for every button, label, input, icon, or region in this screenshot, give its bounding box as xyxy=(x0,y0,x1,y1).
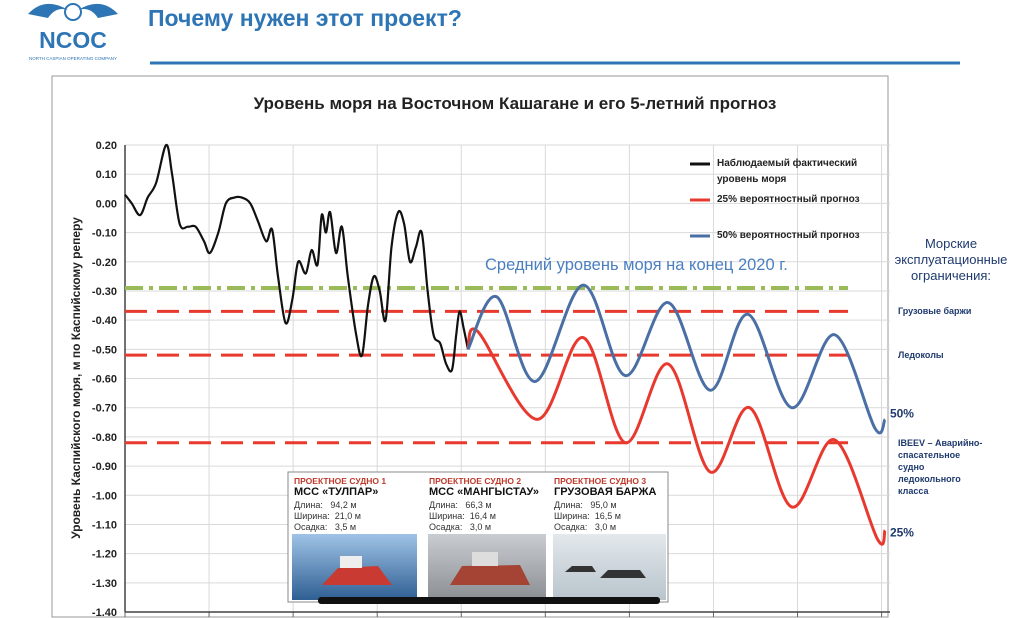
legend-label: Наблюдаемый фактический уровень моря xyxy=(717,158,858,185)
y-tick-label: -0.30 xyxy=(92,286,117,298)
vessel-photo-ship xyxy=(565,566,596,572)
reference-label: Средний уровень моря на конец 2020 г. xyxy=(485,256,788,275)
y-tick-label: 0.00 xyxy=(96,198,117,210)
y-tick-label: -1.00 xyxy=(92,490,117,502)
scroll-bar xyxy=(318,597,660,604)
vessel-spec: Длина: 66,3 м xyxy=(429,500,492,510)
vessel-photo-ship xyxy=(340,556,362,568)
vessel-photo-ship xyxy=(450,565,530,585)
vessel-spec: Длина: 94,2 м xyxy=(294,500,357,510)
vessel-spec: Осадка: 3,5 м xyxy=(294,522,357,532)
y-tick-label: -0.20 xyxy=(92,257,117,269)
side-title: Морские эксплуатационные ограничения: xyxy=(894,236,1008,283)
vessel-heading: ПРОЕКТНОЕ СУДНО 3 xyxy=(554,476,647,486)
y-tick-label: -1.10 xyxy=(92,519,117,531)
vessel-spec: Ширина: 16,5 м xyxy=(554,511,621,521)
y-tick-label: -0.90 xyxy=(92,461,117,473)
reference-label: Ледоколы xyxy=(898,350,944,361)
series-line xyxy=(466,327,887,546)
vessel-name: МСС «МАНГЫСТАУ» xyxy=(429,486,540,498)
y-tick-label: -0.40 xyxy=(92,315,117,327)
logo-subtext: NORTH CASPIAN OPERATING COMPANY xyxy=(29,56,117,61)
y-tick-label: -1.30 xyxy=(92,578,117,590)
slide-title: Почему нужен этот проект? xyxy=(148,5,462,31)
y-tick-label: 0.20 xyxy=(96,140,117,152)
plot: 0.20 0.10 0.00 -0.10 -0.20 -0.30 -0.40 -0.50 -0.… xyxy=(92,140,890,618)
vessel-photo-ship xyxy=(600,570,646,578)
legend-label: 50% вероятностный прогноз xyxy=(717,230,860,241)
vessel-spec: Ширина: 16,4 м xyxy=(429,511,496,521)
y-axis-label: Уровень Каспийского моря, м по Каспийско… xyxy=(69,217,83,539)
vessel-photo-ship xyxy=(322,566,392,585)
logo-icon xyxy=(28,3,118,21)
series-end-label: 25% xyxy=(890,525,914,539)
legend-label: 25% вероятностный прогноз xyxy=(717,194,860,205)
vessel-spec: Осадка: 3,0 м xyxy=(429,522,492,532)
vessel-name: МСС «ТУЛПАР» xyxy=(294,486,379,498)
reference-label: Грузовые баржи xyxy=(898,306,972,317)
series-line xyxy=(124,143,470,373)
vessel-photo xyxy=(553,534,666,600)
y-tick-label: -0.80 xyxy=(92,432,117,444)
vessel-inset xyxy=(287,471,669,603)
y-tick-label: -1.40 xyxy=(92,607,117,618)
reference-label: IBEEV – Аварийно-спасательное судно ледо… xyxy=(898,437,983,496)
vessel-spec: Ширина: 21,0 м xyxy=(294,511,361,521)
y-tick-label: -0.10 xyxy=(92,228,117,240)
vessel-heading: ПРОЕКТНОЕ СУДНО 1 xyxy=(294,476,387,486)
vessel-spec: Осадка: 3,0 м xyxy=(554,522,617,532)
vessel-heading: ПРОЕКТНОЕ СУДНО 2 xyxy=(429,476,522,486)
series-end-label: 50% xyxy=(890,406,914,420)
y-tick-label: -0.50 xyxy=(92,344,117,356)
vessel-photo-ship xyxy=(472,552,498,566)
chart-title: Уровень моря на Восточном Кашагане и его… xyxy=(254,94,777,113)
series-line xyxy=(466,283,887,435)
y-tick-label: -1.20 xyxy=(92,549,117,561)
y-tick-label: -0.70 xyxy=(92,403,117,415)
y-tick-label: -0.60 xyxy=(92,374,117,386)
vessel-name: ГРУЗОВАЯ БАРЖА xyxy=(554,486,657,498)
vessel-spec: Длина: 95,0 м xyxy=(554,500,617,510)
y-tick-label: 0.10 xyxy=(96,169,117,181)
logo-text: NCOC xyxy=(39,27,107,53)
